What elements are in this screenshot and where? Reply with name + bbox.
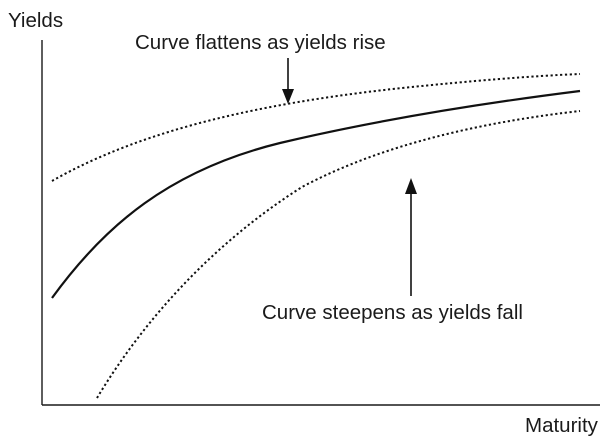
base-yield-curve <box>51 89 581 299</box>
axes <box>41 40 600 406</box>
lower-dotted-curve <box>96 110 581 399</box>
y-axis-label: Yields <box>8 9 63 32</box>
flattens-arrow-icon <box>282 58 294 104</box>
steepens-arrow-icon <box>405 178 417 296</box>
x-axis-label: Maturity <box>525 414 599 437</box>
flattens-annotation: Curve flattens as yields rise <box>135 31 386 54</box>
upper-dotted-curve <box>51 73 581 182</box>
steepens-annotation: Curve steepens as yields fall <box>262 301 523 324</box>
